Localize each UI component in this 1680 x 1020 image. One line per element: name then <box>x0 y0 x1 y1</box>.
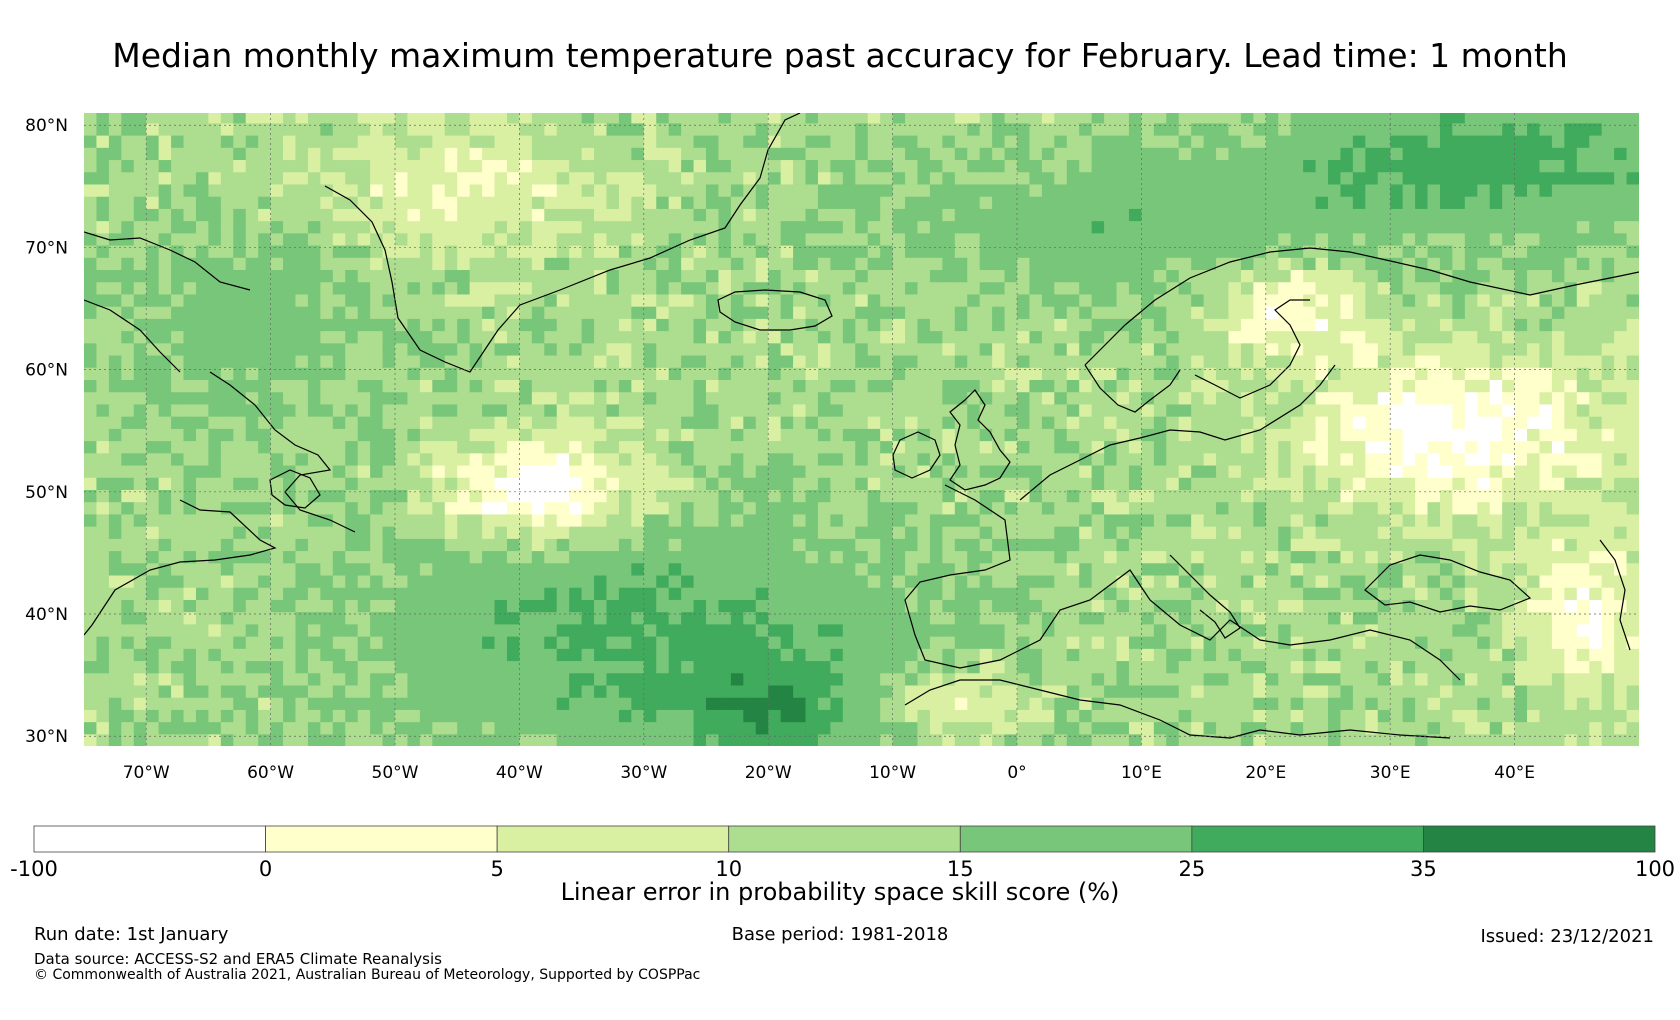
colorbar <box>33 825 1656 853</box>
latitude-labels: 80°N 70°N 60°N 50°N 40°N 30°N <box>25 116 68 747</box>
colorbar-bin <box>959 825 1193 853</box>
graticule <box>84 113 1639 746</box>
lon-label: 40°W <box>496 763 543 783</box>
lon-label: 40°E <box>1494 763 1535 783</box>
lon-label: 10°W <box>869 763 916 783</box>
colorbar-tick-labels: -100 0 5 10 15 25 35 100 <box>10 857 1675 881</box>
lon-label: 0° <box>1007 763 1026 783</box>
colorbar-tick-label: 10 <box>715 857 742 881</box>
colorbar-bin <box>265 825 498 853</box>
lon-label: 60°W <box>247 763 294 783</box>
colorbar-bin <box>1191 825 1424 853</box>
longitude-labels: 70°W 60°W 50°W 40°W 30°W 20°W 10°W 0° 10°E 20°E 30… <box>123 763 1535 783</box>
colorbar-tick-label: 0 <box>259 857 272 881</box>
coastlines <box>84 113 1639 739</box>
lon-label: 10°E <box>1121 763 1162 783</box>
skill-score-grid <box>84 113 1639 746</box>
colorbar-tick-label: 100 <box>1635 857 1675 881</box>
data-source: Data source: ACCESS-S2 and ERA5 Climate … <box>34 950 442 968</box>
colorbar-tick-label: 15 <box>947 857 974 881</box>
lon-label: 70°W <box>123 763 170 783</box>
lon-label: 50°W <box>372 763 419 783</box>
copyright-notice: © Commonwealth of Australia 2021, Austra… <box>34 967 701 983</box>
run-date: Run date: 1st January <box>34 924 229 945</box>
colorbar-tick-label: 25 <box>1178 857 1205 881</box>
lat-label: 30°N <box>25 727 68 747</box>
colorbar-bin <box>1423 825 1656 853</box>
colorbar-title: Linear error in probability space skill … <box>560 878 1120 906</box>
colorbar-bin <box>33 825 266 853</box>
lat-label: 50°N <box>25 483 68 503</box>
colorbar-tick-label: 5 <box>490 857 503 881</box>
lat-label: 40°N <box>25 605 68 625</box>
lon-label: 20°W <box>745 763 792 783</box>
map-title: Median monthly maximum temperature past … <box>112 36 1568 75</box>
lat-label: 80°N <box>25 116 68 136</box>
lon-label: 30°W <box>620 763 667 783</box>
base-period: Base period: 1981-2018 <box>731 924 949 945</box>
colorbar-tick-label: -100 <box>10 857 58 881</box>
issued-date: Issued: 23/12/2021 <box>1480 926 1654 947</box>
lat-label: 70°N <box>25 238 68 258</box>
lon-label: 30°E <box>1370 763 1411 783</box>
lon-label: 20°E <box>1245 763 1286 783</box>
colorbar-tick-label: 35 <box>1410 857 1437 881</box>
colorbar-bin <box>496 825 730 853</box>
lat-label: 60°N <box>25 361 68 381</box>
colorbar-bin <box>728 825 961 853</box>
